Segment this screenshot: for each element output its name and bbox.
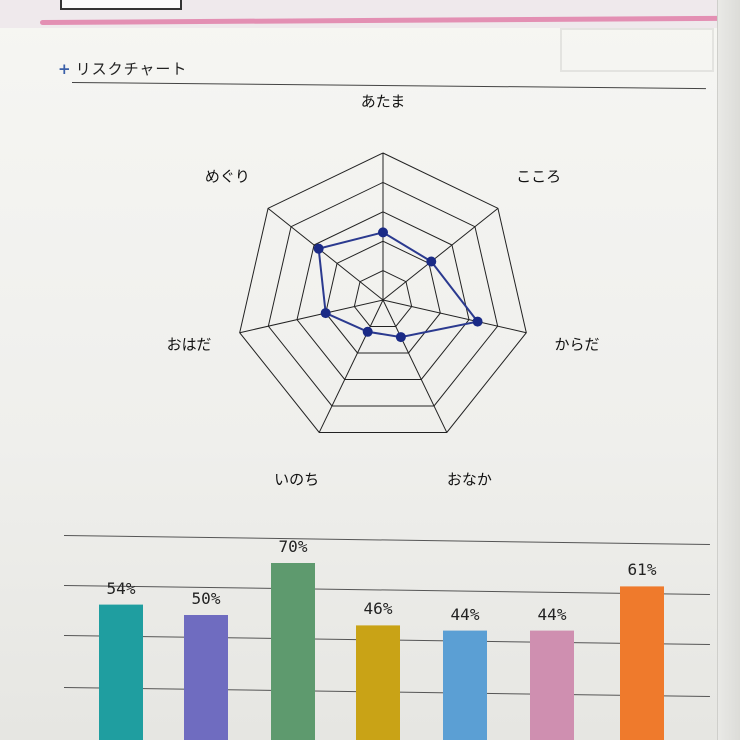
header-ghost <box>560 28 714 72</box>
top-box <box>60 0 182 10</box>
radar-spoke-4 <box>318 299 384 433</box>
radar-point-2 <box>472 316 483 327</box>
bar-value-label: 61% <box>627 560 657 580</box>
radar-point-4 <box>362 326 373 337</box>
radar-ring-3 <box>296 211 470 380</box>
radar-point-1 <box>426 256 437 267</box>
bar-value-label: 50% <box>191 589 221 608</box>
bar-value-label: 44% <box>537 604 567 624</box>
bar-2 <box>271 563 315 740</box>
bar-value-label: 44% <box>450 604 480 624</box>
radar-point-3 <box>395 332 406 343</box>
radar-series-line <box>317 231 480 339</box>
radar-axis-label: めぐり <box>204 167 250 186</box>
radar-spoke-6 <box>267 207 384 301</box>
radar-spoke-3 <box>382 299 448 433</box>
radar-axis-label: おはだ <box>166 335 212 354</box>
section-title-text: リスクチャート <box>75 60 188 78</box>
radar-ring-2 <box>325 240 441 354</box>
bar-value-label: 46% <box>363 599 393 619</box>
radar-axis-label: おなか <box>446 470 492 489</box>
radar-spoke-2 <box>382 299 527 334</box>
bar-3 <box>356 625 400 740</box>
radar-ring-4 <box>267 181 499 407</box>
radar-ring-1 <box>353 270 413 327</box>
plus-icon: + <box>58 60 72 78</box>
bar-value-label: 54% <box>106 578 136 598</box>
radar-ring-5 <box>239 152 527 433</box>
radar-axis-label: いのち <box>274 470 320 489</box>
radar-point-6 <box>313 243 324 254</box>
bar-0 <box>99 604 143 740</box>
bar-value-label: 70% <box>278 537 308 556</box>
radar-point-0 <box>378 227 388 238</box>
radar-axis-label: からだ <box>554 335 600 354</box>
bar-6 <box>620 586 664 740</box>
radar-spoke-1 <box>382 207 499 301</box>
section-title: + リスクチャート <box>58 58 187 79</box>
radar-axis-label: こころ <box>516 167 562 186</box>
radar-point-5 <box>320 308 331 319</box>
bar-1 <box>184 615 228 740</box>
page-edge <box>717 0 740 740</box>
radar-spoke-5 <box>239 299 384 334</box>
bar-4 <box>443 630 487 740</box>
bar-5 <box>530 630 574 740</box>
radar-axis-label: あたま <box>360 92 406 111</box>
